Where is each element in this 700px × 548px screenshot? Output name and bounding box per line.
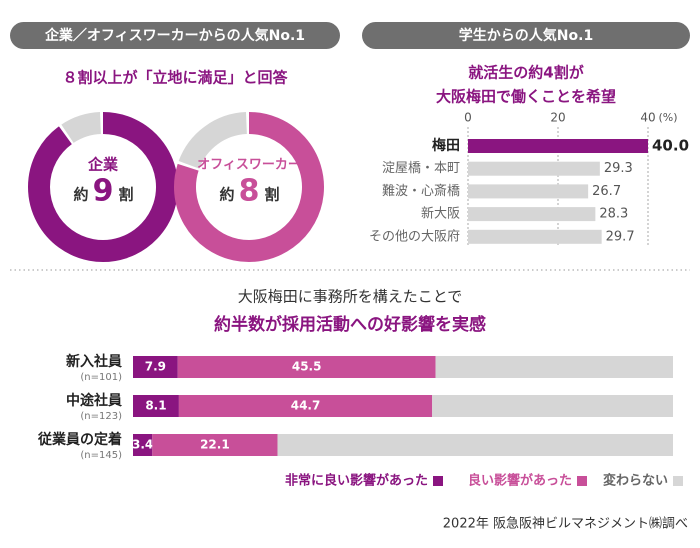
donut-track: [178, 112, 248, 170]
donut-name: オフィスワーカー: [197, 158, 301, 173]
bar-segment: [432, 395, 673, 417]
category-note: (n=145): [80, 450, 122, 461]
value-label: 44.7: [291, 399, 321, 413]
subtitle: 就活生の約4割が: [468, 64, 584, 82]
category-label: 従業員の定着: [37, 431, 122, 448]
legend-label: 変わらない: [603, 473, 668, 489]
value-label: 45.5: [292, 360, 322, 374]
subtitle: 大阪梅田に事務所を構えたことで: [238, 288, 463, 306]
value-label: 22.1: [200, 438, 230, 452]
category-label: 梅田: [432, 137, 460, 154]
value-label: 8.1: [145, 399, 166, 413]
donut-value: 8: [239, 174, 260, 209]
bar-segment: [277, 434, 673, 456]
donut-track: [61, 112, 102, 144]
x-tick-label: 20: [550, 111, 565, 125]
bar-segment: [133, 434, 153, 456]
subtitle: ８割以上が「立地に満足」と回答: [62, 69, 288, 87]
header-pill: [10, 22, 340, 49]
bar: [468, 161, 600, 176]
header: 企業／オフィスワーカーからの人気No.1: [44, 27, 305, 44]
bar-segment: [177, 356, 436, 378]
legend-label: 良い影響があった: [468, 473, 572, 489]
legend-label: 非常に良い影響があった: [285, 473, 428, 489]
category-note: (n=101): [80, 372, 122, 383]
bar: [468, 229, 602, 244]
bar: [468, 139, 648, 153]
subtitle: 大阪梅田で働くことを希望: [436, 88, 616, 106]
category-label: 中途社員: [66, 392, 122, 409]
category-label: 難波・心斎橋: [382, 183, 460, 199]
donut-value: 9: [93, 174, 114, 209]
category-note: (n=123): [80, 411, 122, 422]
donut-arc: [28, 112, 178, 262]
subtitle: 約半数が採用活動への好影響を実感: [214, 314, 486, 335]
donut-prefix: 約: [73, 186, 88, 204]
unit-label: (%): [658, 111, 677, 124]
category-label: 淀屋橋・本町: [382, 161, 460, 176]
category-label: 新入社員: [66, 353, 122, 370]
value-label: 28.3: [599, 207, 628, 222]
bar: [468, 207, 596, 222]
donut-unit: 割: [118, 186, 133, 204]
donut-unit: 割: [264, 186, 279, 204]
donut-name: 企業: [87, 156, 119, 174]
bar-segment: [152, 434, 278, 456]
donut-arc: [174, 112, 324, 262]
x-tick-label: 0: [464, 111, 472, 125]
value-label: 29.3: [604, 161, 633, 176]
value-label: 3.4: [132, 438, 153, 452]
value-label: 7.9: [145, 360, 166, 374]
category-label: その他の大阪府: [369, 229, 460, 244]
value-label: 29.7: [606, 229, 635, 244]
bar-segment: [178, 395, 433, 417]
legend-swatch: [673, 476, 683, 486]
bar: [468, 184, 589, 199]
donut-prefix: 約: [219, 186, 234, 204]
header-pill: [362, 22, 690, 49]
bar-segment: [133, 395, 179, 417]
value-label: 26.7: [592, 184, 621, 199]
category-label: 新大阪: [421, 206, 460, 222]
value-label: 40.0: [652, 137, 689, 155]
bar-segment: [133, 356, 178, 378]
header: 学生からの人気No.1: [459, 27, 593, 44]
source: 2022年 阪急阪神ビルマネジメント㈱調べ: [443, 517, 688, 532]
legend-swatch: [433, 476, 443, 486]
bar-segment: [435, 356, 673, 378]
legend-swatch: [577, 476, 587, 486]
x-tick-label: 40: [640, 111, 655, 125]
